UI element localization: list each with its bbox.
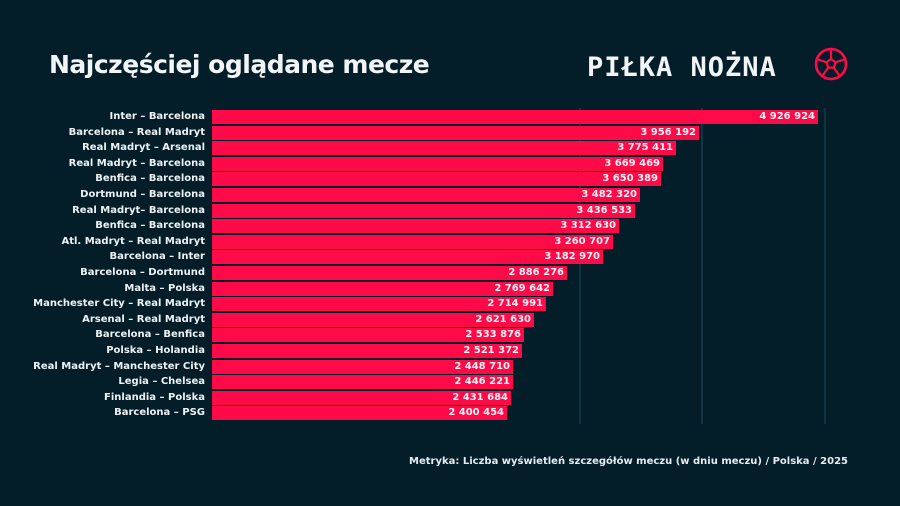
category-label: Finlandia – Polska — [104, 391, 205, 403]
chart-row: Real Madryt – Arsenal 3 775 411 — [0, 141, 900, 156]
bar: 3 669 469 — [212, 156, 663, 171]
bar: 2 533 876 — [212, 328, 524, 343]
category-label: Legia – Chelsea — [118, 376, 205, 388]
category-label: Real Madryt– Barcelona — [72, 204, 205, 216]
bar: 2 521 372 — [212, 344, 522, 358]
category-label: Barcelona – PSG — [114, 407, 205, 419]
value-label: 2 431 684 — [452, 391, 508, 403]
chart-row: Malta – Polska 2 769 642 — [0, 281, 900, 296]
category-label: Benfica – Barcelona — [95, 220, 205, 232]
bar: 2 621 630 — [212, 312, 534, 327]
value-label: 3 956 192 — [640, 126, 696, 138]
chart-row: Finlandia – Polska 2 431 684 — [0, 390, 900, 405]
value-label: 2 769 642 — [494, 282, 550, 294]
page-title: Najczęściej oglądane mecze — [49, 50, 430, 79]
category-label: Real Madryt – Arsenal — [82, 142, 205, 154]
value-label: 3 482 320 — [581, 189, 637, 200]
bar: 4 926 924 — [212, 110, 818, 124]
category-label: Real Madryt – Manchester City — [33, 360, 205, 372]
bar: 2 446 221 — [212, 375, 513, 390]
metric-footnote: Metryka: Liczba wyświetleń szczegółów me… — [409, 456, 848, 467]
bar: 3 650 389 — [212, 172, 661, 187]
gridline-3m — [579, 108, 581, 424]
chart-row: Barcelona – Real Madryt 3 956 192 — [0, 125, 900, 140]
chart-row: Real Madryt – Manchester City 2 448 710 — [0, 359, 900, 374]
category-label: Barcelona – Real Madryt — [68, 126, 205, 138]
chart-row: Manchester City – Real Madryt 2 714 991 — [0, 297, 900, 312]
value-label: 2 448 710 — [454, 360, 510, 372]
category-label: Manchester City – Real Madryt — [33, 298, 205, 310]
value-label: 3 669 469 — [604, 157, 660, 169]
value-label: 2 533 876 — [465, 329, 521, 341]
value-label: 2 886 276 — [508, 267, 564, 278]
chart-row: Arsenal – Real Madryt 2 621 630 — [0, 312, 900, 327]
category-label: Barcelona – Dortmund — [80, 267, 205, 278]
value-label: 3 775 411 — [617, 142, 673, 154]
bar: 3 182 970 — [212, 250, 603, 265]
value-label: 2 446 221 — [454, 376, 510, 388]
bar: 2 431 684 — [212, 390, 511, 405]
category-label: Benfica – Barcelona — [95, 173, 205, 185]
bar: 2 714 991 — [212, 297, 546, 312]
bar: 3 956 192 — [212, 125, 699, 140]
bar: 2 769 642 — [212, 281, 553, 296]
bar: 2 448 710 — [212, 359, 513, 374]
gridline-4m — [701, 108, 703, 424]
bar-chart: Inter – Barcelona 4 926 924 Barcelona – Re… — [0, 108, 900, 428]
value-label: 3 182 970 — [544, 251, 600, 263]
bar: 3 482 320 — [212, 188, 640, 202]
chart-row: Atl. Madryt – Real Madryt 3 260 707 — [0, 234, 900, 249]
category-label: Real Madryt – Barcelona — [68, 157, 205, 169]
value-label: 3 260 707 — [554, 235, 610, 247]
brand-logo-text: PIŁKA NOŻNA — [587, 52, 777, 83]
value-label: 3 650 389 — [602, 173, 658, 185]
bar: 3 775 411 — [212, 141, 676, 156]
value-label: 4 926 924 — [759, 111, 815, 122]
value-label: 3 436 533 — [576, 204, 632, 216]
bar: 3 312 630 — [212, 219, 619, 234]
category-label: Dortmund – Barcelona — [80, 189, 205, 200]
chart-row: Polska – Holandia 2 521 372 — [0, 344, 900, 358]
gridline-5m — [824, 108, 826, 424]
football-icon — [814, 47, 848, 81]
chart-row: Barcelona – Benfica 2 533 876 — [0, 328, 900, 343]
value-label: 2 521 372 — [463, 345, 519, 356]
chart-row: Barcelona – PSG 2 400 454 — [0, 406, 900, 421]
chart-row: Benfica – Barcelona 3 312 630 — [0, 219, 900, 234]
chart-row: Legia – Chelsea 2 446 221 — [0, 375, 900, 390]
value-label: 2 400 454 — [448, 407, 504, 419]
value-label: 2 714 991 — [487, 298, 543, 310]
chart-row: Barcelona – Inter 3 182 970 — [0, 250, 900, 265]
category-label: Polska – Holandia — [106, 345, 205, 356]
chart-row: Benfica – Barcelona 3 650 389 — [0, 172, 900, 187]
chart-row: Real Madryt – Barcelona 3 669 469 — [0, 156, 900, 171]
category-label: Barcelona – Inter — [109, 251, 205, 263]
value-label: 2 621 630 — [475, 313, 531, 325]
category-label: Atl. Madryt – Real Madryt — [61, 235, 205, 247]
chart-row: Dortmund – Barcelona 3 482 320 — [0, 188, 900, 202]
bar: 3 436 533 — [212, 203, 635, 218]
category-label: Arsenal – Real Madryt — [82, 313, 205, 325]
bar: 2 886 276 — [212, 266, 567, 280]
category-label: Malta – Polska — [124, 282, 205, 294]
category-label: Inter – Barcelona — [109, 111, 205, 122]
bar: 3 260 707 — [212, 234, 613, 249]
bar: 2 400 454 — [212, 406, 507, 421]
chart-row: Inter – Barcelona 4 926 924 — [0, 110, 900, 124]
chart-row: Barcelona – Dortmund 2 886 276 — [0, 266, 900, 280]
chart-row: Real Madryt– Barcelona 3 436 533 — [0, 203, 900, 218]
category-label: Barcelona – Benfica — [95, 329, 205, 341]
value-label: 3 312 630 — [560, 220, 616, 232]
